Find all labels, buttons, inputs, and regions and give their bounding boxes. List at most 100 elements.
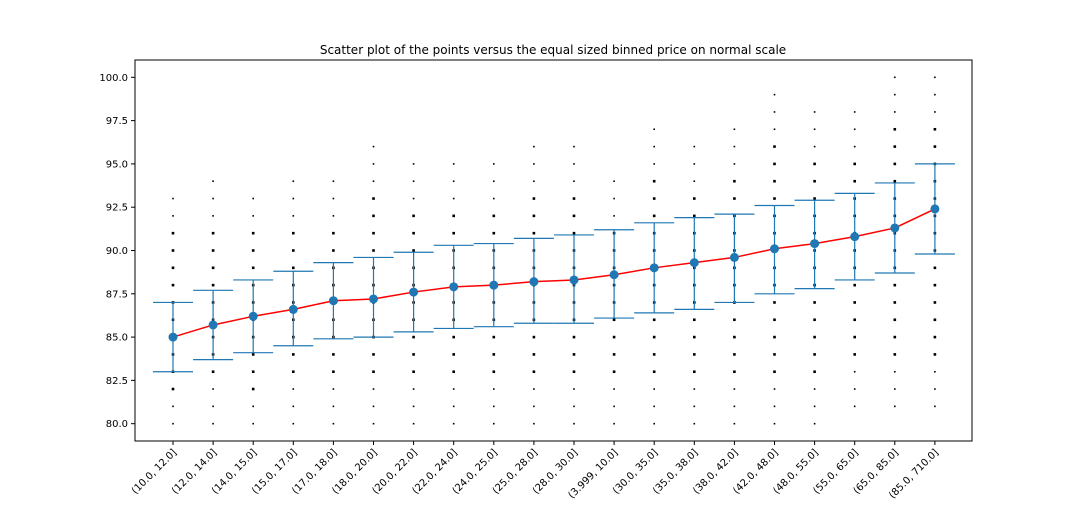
mean-marker: [529, 277, 539, 287]
data-point: [773, 145, 776, 148]
data-point: [813, 179, 816, 183]
data-point: [693, 422, 696, 425]
data-point: [693, 145, 696, 148]
data-point: [412, 180, 415, 183]
data-point: [773, 179, 776, 183]
data-point: [652, 370, 656, 374]
mean-marker: [409, 287, 419, 297]
data-point: [573, 145, 575, 148]
data-point: [412, 353, 415, 356]
data-point: [613, 388, 615, 390]
data-point: [894, 93, 896, 96]
data-point: [813, 388, 816, 390]
data-point: [172, 197, 174, 200]
data-point: [572, 353, 576, 356]
data-point: [292, 353, 295, 356]
data-point: [532, 214, 536, 218]
data-point: [773, 422, 776, 425]
data-point: [693, 370, 696, 374]
data-point: [412, 163, 415, 165]
mean-line: [172, 208, 936, 338]
data-point: [251, 387, 255, 391]
data-point: [773, 128, 776, 131]
data-point: [492, 353, 496, 356]
data-point: [733, 388, 736, 390]
mean-marker: [208, 320, 218, 330]
data-point: [934, 388, 936, 390]
data-point: [452, 370, 455, 374]
data-point: [733, 145, 736, 148]
data-point: [212, 215, 214, 217]
data-point: [733, 179, 736, 183]
data-point: [412, 422, 415, 425]
data-point: [894, 76, 896, 79]
data-point: [412, 370, 415, 374]
mean-marker: [369, 294, 378, 304]
data-point: [292, 266, 295, 270]
data-point: [372, 405, 375, 408]
data-point: [372, 353, 375, 356]
mean-marker: [489, 280, 499, 290]
data-point: [612, 318, 616, 322]
data-point: [292, 422, 295, 425]
data-point: [212, 180, 214, 183]
data-point: [412, 197, 415, 200]
data-point: [894, 370, 896, 373]
mean-marker: [729, 252, 739, 262]
data-point: [251, 370, 255, 374]
data-point: [251, 353, 255, 356]
data-point: [853, 162, 856, 166]
mean-marker: [689, 258, 699, 268]
data-point: [853, 335, 856, 339]
data-point: [733, 163, 736, 165]
data-point: [773, 318, 776, 322]
data-point: [733, 197, 736, 200]
data-point: [853, 128, 856, 131]
data-point: [332, 422, 335, 425]
data-point: [171, 249, 175, 252]
data-point: [934, 111, 936, 113]
y-tick-label: 97.5: [106, 116, 128, 127]
data-point: [452, 353, 455, 356]
data-point: [813, 111, 816, 113]
data-point: [853, 353, 856, 356]
data-point: [572, 197, 576, 200]
data-point: [653, 145, 655, 148]
data-point: [693, 214, 696, 218]
data-point: [292, 388, 295, 390]
data-point: [533, 388, 535, 390]
data-point: [813, 162, 816, 166]
data-point: [933, 127, 937, 131]
data-point: [853, 301, 856, 304]
data-point: [532, 370, 536, 374]
data-point: [452, 335, 455, 339]
mean-marker: [609, 270, 619, 280]
data-point: [813, 422, 816, 425]
data-point: [652, 318, 656, 322]
y-tick-label: 100.0: [99, 73, 128, 84]
data-point: [252, 197, 254, 200]
data-point: [693, 353, 696, 356]
y-tick-label: 95.0: [106, 159, 128, 170]
data-point: [372, 197, 375, 200]
data-point: [893, 145, 897, 148]
data-point: [733, 318, 736, 322]
data-point: [172, 215, 174, 217]
data-point: [893, 318, 897, 322]
mean-marker: [449, 282, 459, 292]
data-point: [773, 370, 776, 374]
data-point: [813, 301, 816, 304]
data-point: [292, 249, 295, 252]
data-point: [412, 231, 415, 235]
y-tick-label: 90.0: [106, 246, 128, 257]
y-tick-label: 82.5: [106, 376, 128, 387]
data-point: [452, 214, 455, 218]
data-point: [773, 162, 776, 166]
data-point: [813, 318, 816, 322]
data-point: [452, 163, 455, 165]
data-point: [893, 335, 897, 339]
data-point: [653, 128, 655, 131]
data-point: [251, 231, 255, 235]
data-point: [894, 111, 896, 113]
